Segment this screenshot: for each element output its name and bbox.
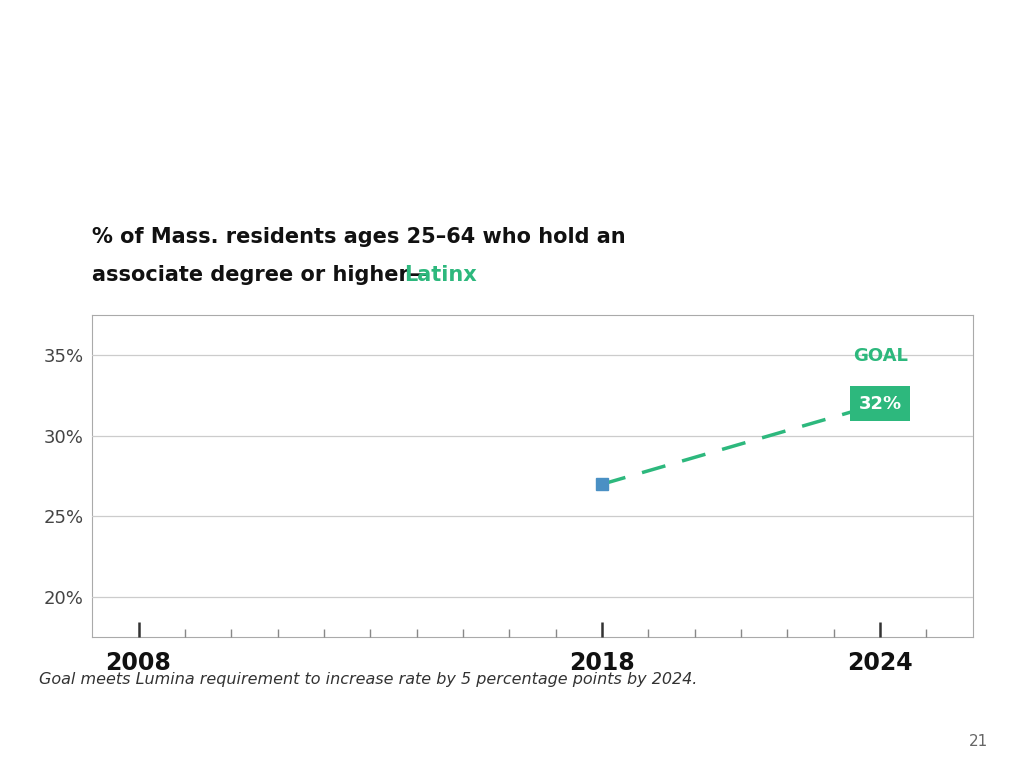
Text: State Population Goals: State Population Goals [39,27,254,45]
Text: associate degree or higher—: associate degree or higher— [92,265,430,285]
Text: Latinx: Latinx [404,265,477,285]
Text: 2. Equity in Associate Degree & Higher: 2. Equity in Associate Degree & Higher [39,63,952,105]
Text: Goal meets Lumina requirement to increase rate by 5 percentage points by 2024.: Goal meets Lumina requirement to increas… [39,672,697,687]
Text: GOAL: GOAL [853,347,907,365]
Text: % of Mass. residents ages 25–64 who hold an: % of Mass. residents ages 25–64 who hold… [92,227,626,247]
Text: 32%: 32% [858,395,902,412]
Text: 21: 21 [969,733,988,749]
